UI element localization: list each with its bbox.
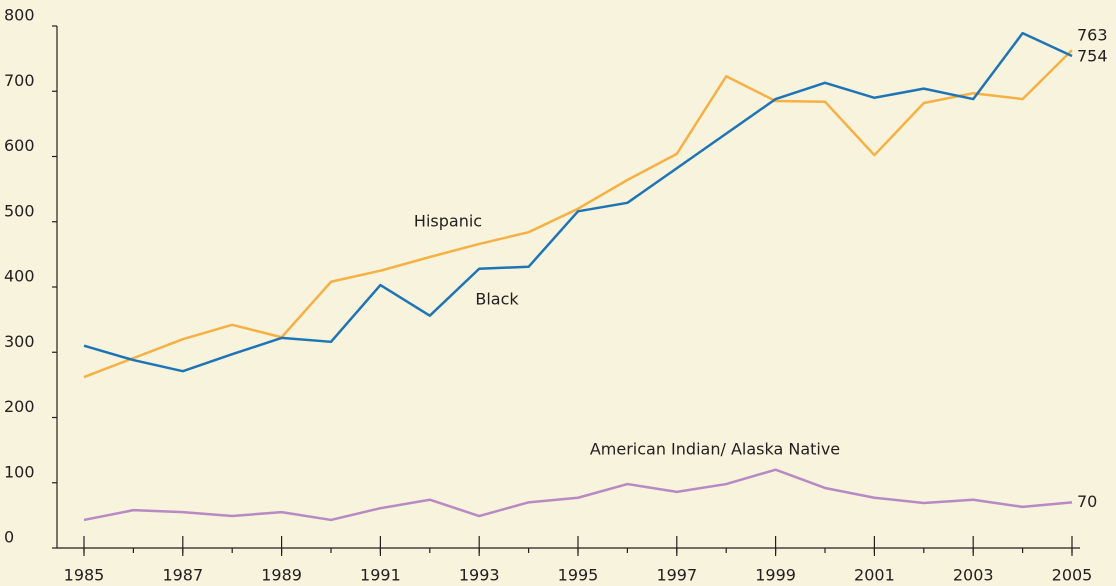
x-tick-label: 1985 xyxy=(64,566,105,585)
y-tick-label: 100 xyxy=(4,462,35,481)
series-line xyxy=(83,31,1073,373)
x-tick-label: 1989 xyxy=(261,566,302,585)
y-tick-label: 800 xyxy=(4,6,35,25)
y-tick-label: 500 xyxy=(4,201,35,220)
y-tick-label: 700 xyxy=(4,71,35,90)
x-tick-label: 1995 xyxy=(558,566,599,585)
x-tick-label: 2005 xyxy=(1052,566,1093,585)
x-tick-label: 1993 xyxy=(459,566,500,585)
series-line xyxy=(83,49,1073,379)
end-value-label: 70 xyxy=(1077,492,1097,511)
y-tick-label: 200 xyxy=(4,397,35,416)
series-label: Hispanic xyxy=(414,212,482,231)
end-value-label: 763 xyxy=(1077,26,1108,45)
series-line xyxy=(83,468,1073,522)
series-label: American Indian/ Alaska Native xyxy=(590,440,840,459)
x-tick-label: 2001 xyxy=(854,566,895,585)
x-tick-label: 1997 xyxy=(656,566,697,585)
y-tick-label: 400 xyxy=(4,267,35,286)
series-label: Black xyxy=(475,290,519,309)
y-tick-label: 300 xyxy=(4,332,35,351)
x-tick-label: 1999 xyxy=(755,566,796,585)
x-tick-label: 1991 xyxy=(360,566,401,585)
y-tick-label: 600 xyxy=(4,136,35,155)
x-tick-label: 2003 xyxy=(953,566,994,585)
end-value-label: 754 xyxy=(1077,47,1108,66)
x-tick-label: 1987 xyxy=(162,566,203,585)
y-tick-label: 0 xyxy=(4,528,14,547)
